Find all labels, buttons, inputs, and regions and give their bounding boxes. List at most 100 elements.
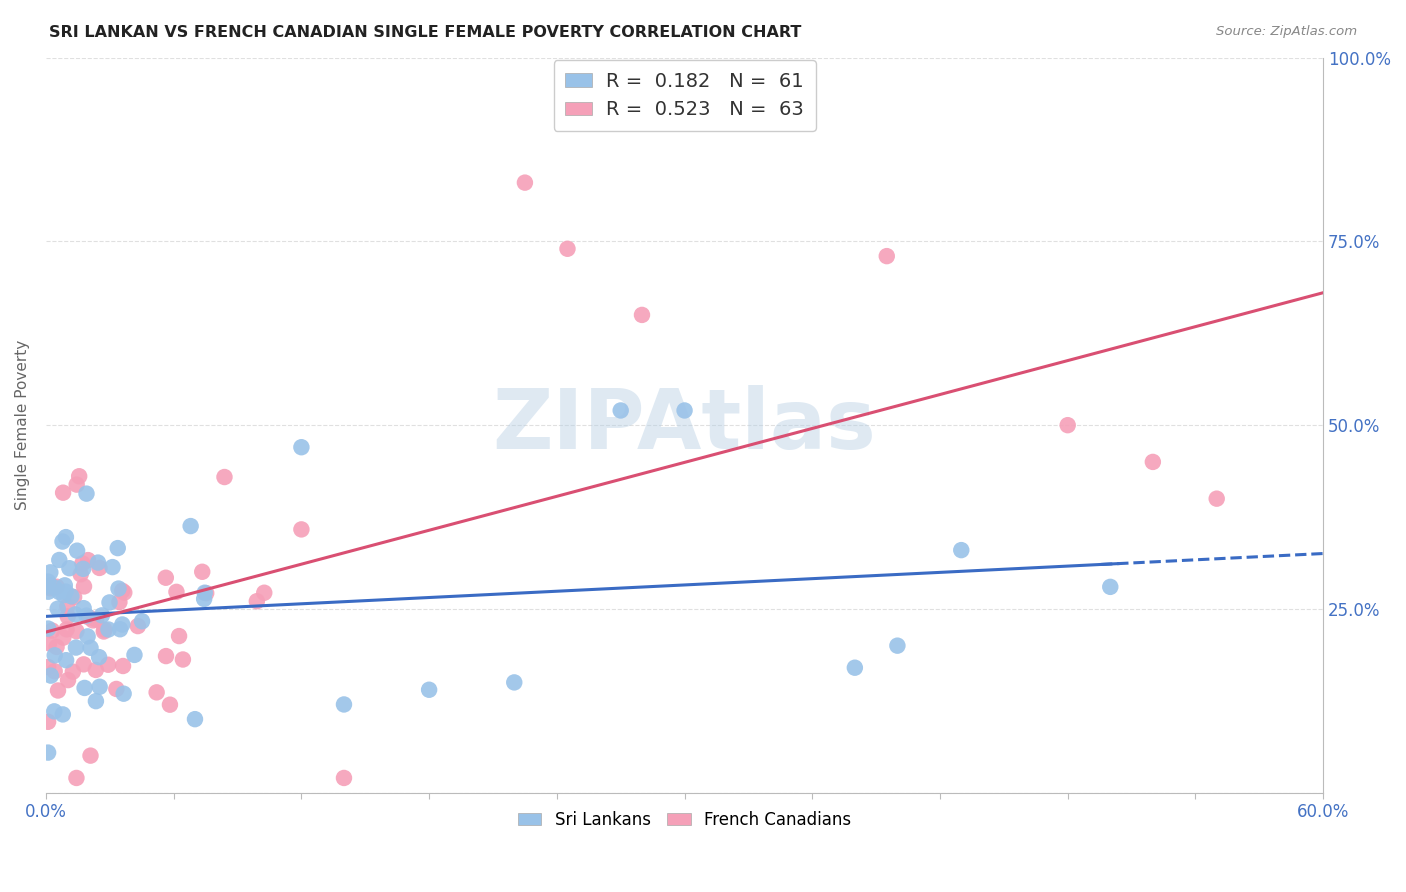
Point (98, 595, 121, 609)
Point (76, 629, 98, 643)
Point (73, 601, 96, 615)
Point (101, 560, 124, 574)
Point (631, 308, 654, 322)
Point (63, 590, 86, 604)
Point (77, 553, 100, 567)
Legend: Sri Lankans, French Canadians: Sri Lankans, French Canadians (512, 805, 858, 836)
Point (46, 683, 69, 698)
Point (609, 403, 631, 417)
Point (167, 629, 190, 643)
Point (112, 659, 135, 673)
Text: Source: ZipAtlas.com: Source: ZipAtlas.com (1216, 25, 1357, 38)
Point (39, 581, 62, 595)
Point (66, 477, 89, 491)
Point (503, 675, 526, 690)
Point (82, 614, 104, 628)
Point (39, 668, 62, 682)
Point (52, 485, 75, 500)
Point (194, 585, 217, 599)
Point (44, 648, 66, 663)
Point (55, 584, 77, 599)
Point (89, 680, 111, 694)
Point (37, 579, 59, 593)
Point (79, 640, 101, 655)
Text: SRI LANKAN VS FRENCH CANADIAN SINGLE FEMALE POVERTY CORRELATION CHART: SRI LANKAN VS FRENCH CANADIAN SINGLE FEM… (49, 25, 801, 40)
Point (333, 771, 356, 785)
Point (37, 660, 59, 674)
Point (89, 561, 111, 575)
Point (876, 249, 898, 263)
Point (48, 585, 70, 599)
Point (67, 469, 90, 483)
Point (65, 624, 87, 639)
Point (73, 579, 96, 593)
Point (84, 613, 107, 627)
Point (73, 681, 96, 695)
Point (127, 619, 149, 633)
Point (93, 624, 115, 639)
Point (159, 698, 181, 712)
Point (79, 748, 101, 763)
Point (37, 574, 59, 589)
Point (333, 698, 356, 712)
Point (97, 657, 120, 672)
Point (65, 771, 87, 785)
Point (90, 608, 112, 623)
Point (39, 566, 62, 580)
Point (124, 648, 146, 662)
Point (39, 578, 62, 592)
Point (107, 582, 129, 596)
Point (290, 522, 312, 536)
Point (214, 470, 236, 484)
Point (253, 586, 276, 600)
Point (1142, 455, 1164, 469)
Point (112, 585, 135, 599)
Point (108, 595, 131, 609)
Point (55, 623, 77, 637)
Point (44, 581, 66, 595)
Point (105, 681, 128, 696)
Point (107, 541, 129, 555)
Point (56, 599, 79, 614)
Point (290, 440, 312, 454)
Point (84, 663, 107, 677)
Point (60, 590, 83, 604)
Point (75, 608, 97, 623)
Point (84, 694, 107, 708)
Point (52, 707, 75, 722)
Point (38, 636, 60, 650)
Point (73, 657, 96, 672)
Point (155, 649, 177, 664)
Point (46, 601, 69, 615)
Point (886, 639, 908, 653)
Point (56, 673, 79, 687)
Point (108, 622, 131, 636)
Point (673, 403, 696, 417)
Y-axis label: Single Female Poverty: Single Female Poverty (15, 340, 30, 510)
Point (53, 578, 76, 592)
Point (37, 714, 59, 729)
Point (93, 623, 115, 637)
Point (37, 584, 59, 599)
Point (111, 583, 134, 598)
Point (51, 534, 73, 549)
Point (37, 746, 59, 760)
Point (55, 653, 77, 667)
Point (131, 614, 153, 628)
Point (44, 704, 66, 718)
Point (195, 586, 218, 600)
Point (45, 580, 67, 594)
Point (155, 571, 177, 585)
Point (418, 682, 440, 697)
Point (111, 617, 134, 632)
Point (65, 607, 87, 622)
Point (44, 664, 66, 678)
Point (56, 609, 79, 624)
Point (48, 553, 70, 567)
Point (72, 557, 94, 571)
Point (246, 594, 269, 608)
Point (184, 712, 207, 726)
Point (37, 622, 59, 636)
Point (72, 562, 94, 576)
Point (180, 519, 202, 533)
